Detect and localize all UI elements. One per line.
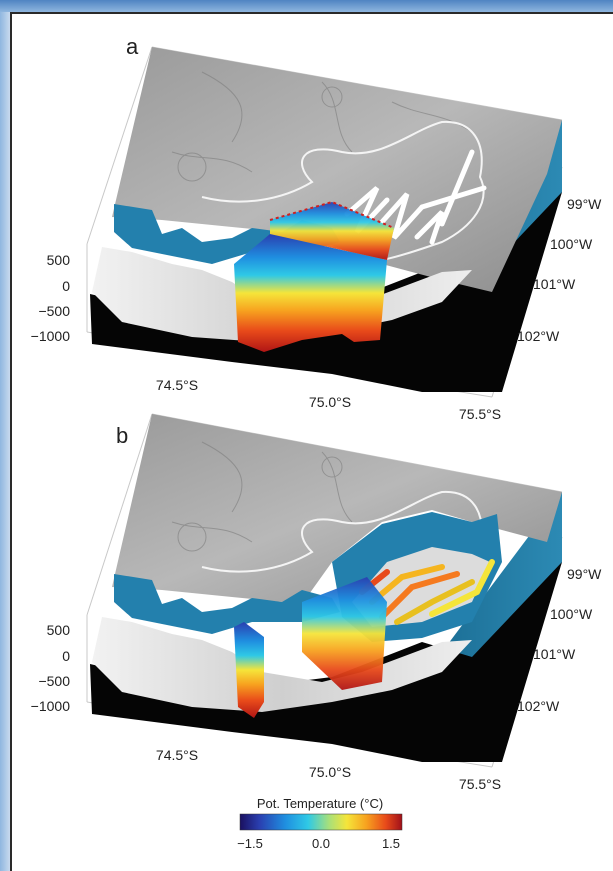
colorbar-tick-max: 1.5 [382, 836, 400, 851]
panel-a-lon-tick-3: 101°W [533, 276, 576, 292]
colorbar-title: Pot. Temperature (°C) [257, 796, 383, 811]
panel-b-z-tick-minus1000: −1000 [31, 698, 71, 714]
panel-a-ice-surface [112, 47, 562, 292]
panel-b-section-right [302, 577, 387, 690]
panel-b-letter: b [116, 423, 128, 448]
panel-b-ice-front [114, 574, 340, 634]
panel-a-temperature-section [234, 234, 387, 352]
colorbar-tick-min: −1.5 [237, 836, 263, 851]
panel-b-lat-tick-3: 75.5°S [459, 776, 501, 792]
window-left-bar [0, 12, 10, 871]
panel-a-lat-tick-2: 75.0°S [309, 394, 351, 410]
panel-a-section-ship-track [269, 200, 395, 229]
panel-a-seafloor-base [90, 192, 562, 392]
panel-b-z-tick-minus500: −500 [38, 673, 70, 689]
panel-b-z-tick-0: 0 [62, 648, 70, 664]
panel-b-seafloor-base [90, 562, 562, 762]
panel-b: b 500 0 −500 −1000 74.5°S 75.0°S 75.5°S … [31, 413, 602, 792]
panel-a-lon-tick-1: 99°W [567, 196, 602, 212]
panel-b-lon-tick-3: 101°W [533, 646, 576, 662]
panel-a-section-back [270, 202, 394, 260]
panel-a-letter: a [126, 34, 139, 59]
panel-a: a 500 0 −500 −1000 74.5°S 75.0°S 75.5°S … [31, 34, 602, 422]
panel-a-z-tick-minus1000: −1000 [31, 328, 71, 344]
colorbar: Pot. Temperature (°C) −1.5 0.0 1.5 [237, 796, 403, 851]
panel-a-z-tick-500: 500 [47, 252, 71, 268]
panel-a-z-tick-minus500: −500 [38, 303, 70, 319]
panel-b-section-left [234, 622, 264, 718]
panel-a-lon-tick-2: 100°W [550, 236, 593, 252]
figure-svg: a 500 0 −500 −1000 74.5°S 75.0°S 75.5°S … [31, 34, 602, 851]
panel-b-lat-tick-2: 75.0°S [309, 764, 351, 780]
panel-a-shelf-outline [201, 120, 485, 265]
panel-b-z-tick-500: 500 [47, 622, 71, 638]
panel-a-tracks [344, 149, 487, 245]
colorbar-tick-mid: 0.0 [312, 836, 330, 851]
panel-b-shelf-outline [201, 490, 483, 573]
colorbar-gradient [239, 813, 403, 831]
panel-b-lon-tick-4: 102°W [517, 698, 560, 714]
figure-frame: a 500 0 −500 −1000 74.5°S 75.0°S 75.5°S … [10, 12, 613, 871]
panel-b-surface-texture [171, 441, 353, 552]
panel-b-lon-tick-2: 100°W [550, 606, 593, 622]
panel-a-lat-tick-1: 74.5°S [156, 377, 198, 393]
panel-b-bed-relief [92, 617, 472, 712]
panel-b-lat-tick-1: 74.5°S [156, 747, 198, 763]
panel-b-ice-surface [112, 414, 562, 604]
panel-b-lon-tick-1: 99°W [567, 566, 602, 582]
panel-b-right-wall [442, 492, 562, 747]
window-top-bar [0, 0, 613, 12]
panel-a-lat-tick-3: 75.5°S [459, 406, 501, 422]
panel-a-z-tick-0: 0 [62, 278, 70, 294]
panel-a-surface-texture [171, 71, 473, 182]
panel-a-lon-tick-4: 102°W [517, 328, 560, 344]
